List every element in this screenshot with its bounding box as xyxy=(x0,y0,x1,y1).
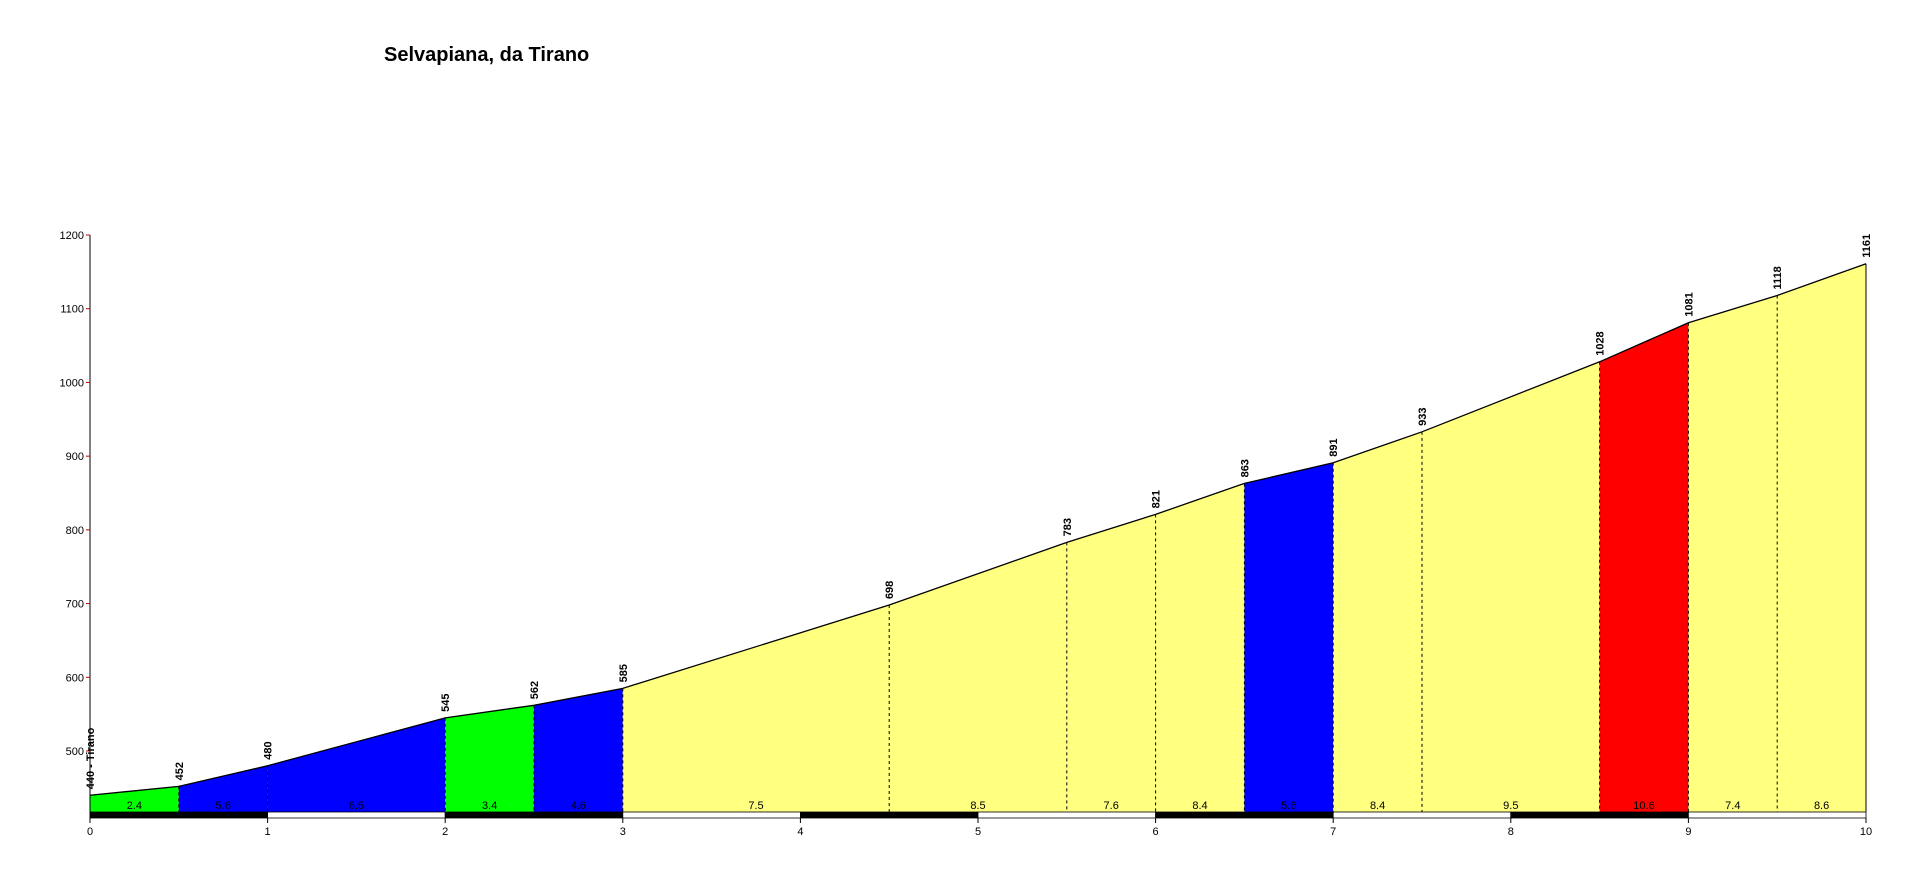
elevation-label: 585 xyxy=(618,664,630,682)
x-tick-label: 8 xyxy=(1508,826,1514,838)
gradient-segment xyxy=(90,786,179,812)
elevation-label: 562 xyxy=(529,681,541,699)
scale-bar-block xyxy=(1155,811,1334,819)
gradient-label: 6.5 xyxy=(349,800,364,812)
elevation-label: 1081 xyxy=(1683,292,1695,316)
elevation-labels: 440 - Tirano 452 480 545 562 585 698 783 821 863 8… xyxy=(85,234,1873,789)
elevation-label: 480 xyxy=(263,741,275,759)
gradient-segment xyxy=(1333,431,1422,812)
gradient-segment xyxy=(1777,263,1866,813)
x-tick-label: 3 xyxy=(620,826,626,838)
gradient-segment xyxy=(889,542,1067,812)
gradient-label: 5.6 xyxy=(1281,800,1296,812)
elevation-label: 545 xyxy=(440,693,452,711)
gradient-segment xyxy=(1244,462,1334,812)
distance-scale-bar xyxy=(89,811,1867,819)
y-tick-label: 600 xyxy=(66,672,84,684)
x-tick-label: 5 xyxy=(975,826,981,838)
profile-outline xyxy=(89,263,1867,812)
elevation-label: 783 xyxy=(1062,518,1074,536)
gradient-segment xyxy=(1155,483,1245,812)
gradient-labels: 2.4 5.6 6.5 3.4 4.6 7.5 8.5 7.6 8.4 5.6 8.4 9.5 10.6… xyxy=(127,800,1829,812)
gradient-label: 7.4 xyxy=(1725,800,1740,812)
gradient-label: 4.6 xyxy=(571,800,586,812)
y-tick-label: 800 xyxy=(66,525,84,537)
gradient-segment xyxy=(178,765,268,812)
gradient-segment xyxy=(445,705,534,812)
elevation-label: 1161 xyxy=(1861,234,1873,258)
x-tick-label: 7 xyxy=(1330,826,1336,838)
profile-line xyxy=(89,263,1867,796)
scale-bar-block xyxy=(977,811,1157,819)
axes: 500 600 700 800 900 1000 1100 1200 0 1 2 3 4 5 6 7 8 9 10 xyxy=(60,230,1873,838)
x-tick-label: 10 xyxy=(1860,826,1872,838)
gradient-label: 7.5 xyxy=(748,800,763,812)
gradient-segment xyxy=(622,605,890,812)
elevation-label: 440 - Tirano xyxy=(85,727,97,789)
gradient-segment xyxy=(534,688,623,812)
y-tick-label: 1200 xyxy=(60,230,84,242)
y-tick-label: 500 xyxy=(66,746,84,758)
x-tick-label: 1 xyxy=(265,826,271,838)
gradient-label: 8.4 xyxy=(1370,800,1385,812)
x-tick-label: 6 xyxy=(1153,826,1159,838)
elevation-label: 1028 xyxy=(1595,331,1607,355)
elevation-label: 698 xyxy=(884,581,896,599)
elevation-label: 821 xyxy=(1151,490,1163,508)
y-tick-label: 1100 xyxy=(60,304,84,316)
x-tick-label: 0 xyxy=(87,826,93,838)
gradient-segment xyxy=(1599,322,1689,812)
gradient-segment xyxy=(1688,295,1778,813)
gradient-label: 8.4 xyxy=(1192,800,1207,812)
segment-dividers xyxy=(178,295,1778,812)
gradient-label: 9.5 xyxy=(1503,800,1518,812)
y-tick-label: 1000 xyxy=(60,377,84,389)
scale-bar-block xyxy=(800,811,979,819)
scale-bar-block xyxy=(1332,811,1512,819)
gradient-label: 8.6 xyxy=(1814,800,1829,812)
gradient-label: 7.6 xyxy=(1104,800,1119,812)
gradient-segment xyxy=(1066,514,1156,812)
y-tick-label: 900 xyxy=(66,451,84,463)
gradient-segments xyxy=(90,263,1866,813)
scale-bar-block xyxy=(1510,811,1689,819)
elevation-label: 891 xyxy=(1328,438,1340,456)
gradient-label: 3.4 xyxy=(482,800,497,812)
scale-bar-block xyxy=(267,811,446,819)
gradient-segment xyxy=(1422,361,1600,812)
gradient-label: 5.6 xyxy=(216,800,231,812)
scale-bar-block xyxy=(622,811,801,819)
y-tick-label: 700 xyxy=(66,599,84,611)
chart-title: Selvapiana, da Tirano xyxy=(384,44,590,66)
x-tick-label: 2 xyxy=(442,826,448,838)
elevation-label: 863 xyxy=(1239,459,1251,477)
elevation-label: 933 xyxy=(1417,407,1429,425)
x-tick-label: 9 xyxy=(1685,826,1691,838)
gradient-label: 10.6 xyxy=(1633,800,1654,812)
scale-bar-block xyxy=(444,811,624,819)
scale-bar-block xyxy=(89,811,269,819)
scale-bar-block xyxy=(1688,811,1867,819)
x-tick-label: 4 xyxy=(797,826,803,838)
gradient-label: 2.4 xyxy=(127,800,142,812)
elevation-label: 452 xyxy=(174,762,186,780)
elevation-label: 1118 xyxy=(1772,266,1784,289)
gradient-segment xyxy=(267,717,446,812)
gradient-label: 8.5 xyxy=(970,800,985,812)
